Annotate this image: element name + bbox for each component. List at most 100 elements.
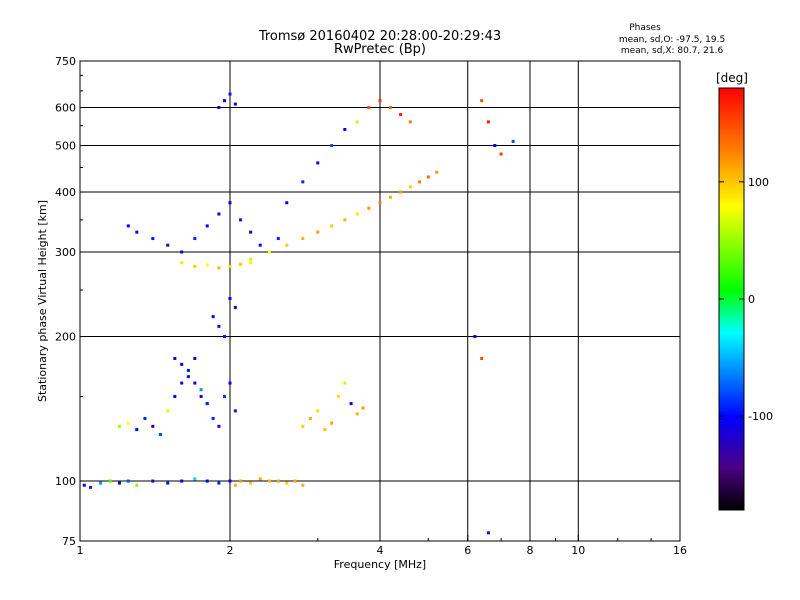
scatter-point	[166, 481, 170, 485]
scatter-point	[511, 139, 515, 143]
phase-heading: Phases	[629, 23, 661, 33]
scatter-point	[205, 479, 209, 483]
scatter-point	[301, 424, 305, 428]
scatter-point	[361, 406, 365, 410]
scatter-point	[408, 185, 412, 189]
scatter-point	[367, 206, 371, 210]
scatter-point	[82, 483, 86, 487]
scatter-point	[493, 144, 497, 148]
scatter-point	[239, 479, 243, 483]
scatter-point	[276, 479, 280, 483]
scatter-point	[378, 99, 382, 103]
scatter-point	[193, 264, 197, 268]
scatter-point	[158, 433, 162, 437]
phase-o-stats: mean, sd,O: -97.5, 19.5	[619, 35, 725, 45]
y-tick-label: 100	[55, 475, 76, 488]
scatter-point	[249, 257, 253, 261]
x-tick-label: 2	[227, 544, 234, 557]
scatter-point	[330, 144, 334, 148]
scatter-point	[126, 421, 130, 425]
scatter-point	[180, 250, 184, 254]
scatter-point	[285, 201, 289, 205]
scatter-point	[389, 195, 393, 199]
scatter-point	[267, 250, 271, 254]
scatter-point	[126, 479, 130, 483]
scatter-point	[199, 395, 203, 399]
y-axis-ticks: 75 100 200 300 400 500 600 750	[55, 55, 86, 548]
scatter-point	[267, 479, 271, 483]
x-tick-label: 8	[527, 544, 534, 557]
scatter-point	[336, 395, 340, 399]
scatter-point	[166, 409, 170, 413]
colorbar-tick-label: 0	[748, 293, 755, 306]
scatter-point	[233, 305, 237, 309]
y-tick-label: 300	[55, 246, 76, 259]
scatter-point	[426, 175, 430, 179]
scatter-point	[217, 212, 221, 216]
scatter-point	[135, 483, 139, 487]
scatter-point	[99, 481, 103, 485]
scatter-point	[258, 243, 262, 247]
scatter-point	[323, 428, 327, 432]
scatter-point	[249, 261, 253, 265]
scatter-point	[417, 180, 421, 184]
scatter-point	[228, 297, 232, 301]
scatter-point	[151, 424, 155, 428]
scatter-point	[228, 479, 232, 483]
scatter-point	[217, 106, 221, 110]
y-tick-label: 750	[55, 55, 76, 68]
colorbar-label: [deg]	[716, 71, 748, 85]
scatter-point	[217, 324, 221, 328]
scatter-point	[117, 481, 121, 485]
y-tick-label: 400	[55, 186, 76, 199]
scatter-point	[217, 481, 221, 485]
scatter-point	[276, 237, 280, 241]
scatter-point	[205, 402, 209, 406]
scatter-point	[180, 381, 184, 385]
scatter-point	[408, 120, 412, 124]
scatter-point	[180, 479, 184, 483]
scatter-point	[108, 479, 112, 483]
data-points	[82, 92, 515, 535]
scatter-point	[193, 477, 197, 481]
scatter-point	[233, 102, 237, 106]
scatter-point	[135, 230, 139, 234]
scatter-point	[223, 335, 227, 339]
chart-title: Tromsø 20160402 20:28:00-20:29:43	[258, 29, 501, 44]
scatter-point	[486, 531, 490, 535]
scatter-point	[343, 127, 347, 131]
scatter-point	[343, 218, 347, 222]
scatter-point	[166, 243, 170, 247]
scatter-point	[249, 481, 253, 485]
grid-lines	[80, 61, 680, 541]
scatter-point	[378, 201, 382, 205]
scatter-point	[173, 356, 177, 360]
scatter-point	[199, 388, 203, 392]
colorbar-tick-label: -100	[748, 410, 773, 423]
scatter-point	[151, 479, 155, 483]
scatter-point	[285, 481, 289, 485]
y-tick-label: 600	[55, 102, 76, 115]
scatter-point	[316, 161, 320, 165]
scatter-point	[249, 230, 253, 234]
scatter-point	[228, 264, 232, 268]
scatter-point	[135, 428, 139, 432]
scatter-point	[211, 315, 215, 319]
x-tick-label: 6	[464, 544, 471, 557]
scatter-point	[301, 483, 305, 487]
scatter-point	[193, 381, 197, 385]
chart-subtitle: RwPretec (Bp)	[334, 42, 426, 57]
scatter-point	[399, 113, 403, 117]
scatter-point	[205, 263, 209, 267]
scatter-point	[308, 416, 312, 420]
scatter-point	[228, 92, 232, 96]
scatter-point	[330, 421, 334, 425]
scatter-point	[367, 106, 371, 110]
scatter-point	[117, 424, 121, 428]
scatter-point	[499, 152, 503, 156]
scatter-point	[228, 381, 232, 385]
x-axis-ticks: 1 2 4 6 8 10 16	[77, 535, 687, 557]
scatter-point	[355, 120, 359, 124]
scatter-point	[343, 381, 347, 385]
